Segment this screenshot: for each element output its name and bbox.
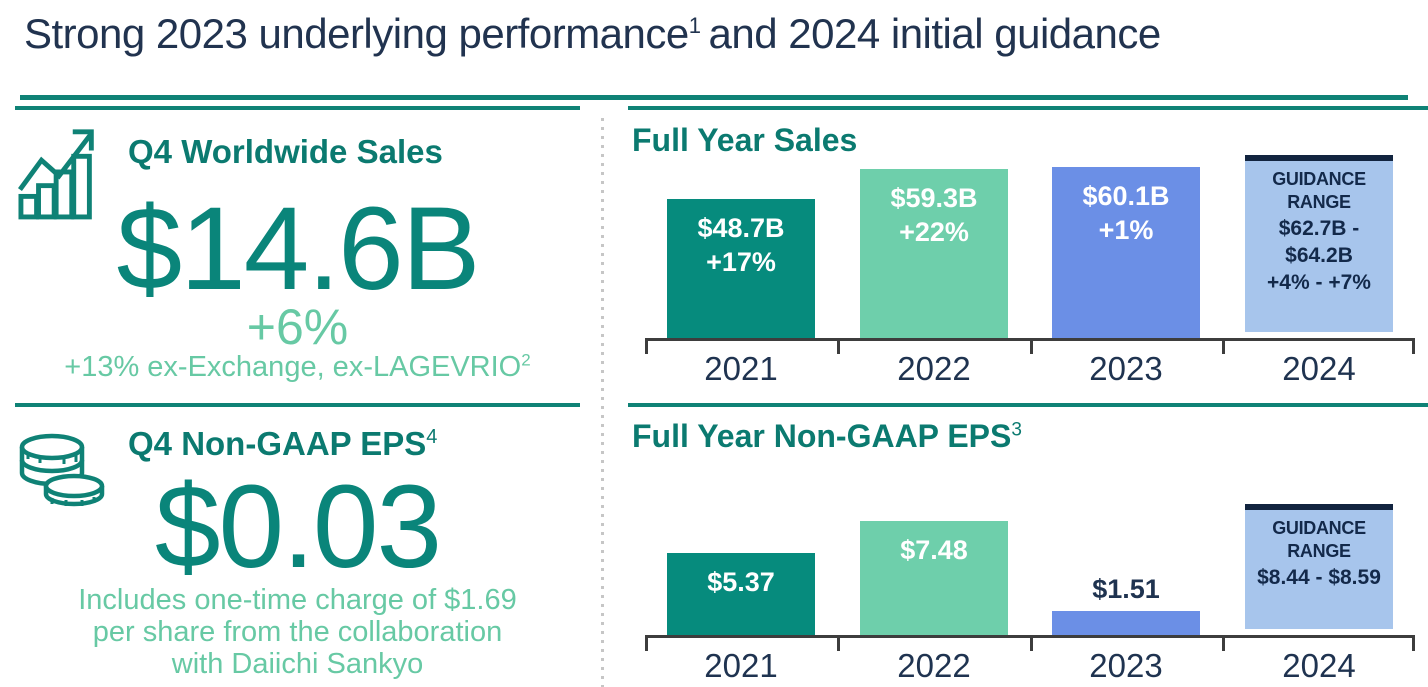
axis-tick (1030, 638, 1033, 651)
page-title-text: Strong 2023 underlying performance (24, 10, 689, 57)
eps-card-note-line1: Includes one-time charge of $1.69 (78, 584, 517, 616)
eps-card-heading: Q4 Non-GAAP EPS4 (128, 425, 437, 463)
sales-card-heading: Q4 Worldwide Sales (128, 133, 443, 170)
sales-bar-2024-guidance: GUIDANCE RANGE $62.7B - $64.2B +4% - +7% (1245, 155, 1393, 332)
sales-bar-2022-change: +22% (899, 216, 969, 247)
eps-bar-2021: $5.37 (667, 553, 815, 635)
sales-guidance-range: $62.7B - $64.2B (1278, 216, 1360, 268)
eps-chart-title-text: Full Year Non-GAAP EPS (632, 418, 1012, 454)
axis-tick (1222, 341, 1225, 354)
eps-bar-2022-value: $7.48 (900, 535, 968, 565)
eps-chart-title: Full Year Non-GAAP EPS3 (632, 418, 1022, 455)
sales-card-change: +6% (246, 299, 349, 355)
axis-tick (645, 341, 648, 354)
eps-card-note-line2: per share from the collaboration (92, 616, 503, 648)
sales-bar-2021-change: +17% (706, 246, 776, 277)
eps-bar-2022: $7.48 (860, 521, 1008, 635)
eps-card-value: $0.03 (154, 461, 442, 593)
eps-card-note-line3: with Daiichi Sankyo (171, 648, 424, 680)
sales-card-note-footnote: 2 (521, 350, 531, 370)
sales-card-divider (15, 106, 580, 110)
page-title: Strong 2023 underlying performance1 and 2… (24, 10, 1161, 58)
eps-guidance-header: GUIDANCE RANGE (1272, 518, 1366, 562)
sales-guidance-label: GUIDANCE RANGE $62.7B - $64.2B +4% - +7% (1245, 161, 1393, 297)
sales-guidance-change: +4% - +7% (1267, 271, 1371, 295)
eps-x-label-2022: 2022 (897, 647, 971, 684)
axis-tick (645, 638, 648, 651)
eps-x-label-2023: 2023 (1089, 647, 1163, 684)
eps-chart-title-footnote: 3 (1011, 419, 1022, 441)
sales-bar-2023-label: $60.1B +1% (1052, 167, 1200, 248)
sales-bar-2023-value: $60.1B (1082, 181, 1170, 211)
title-divider (20, 95, 1408, 100)
sales-bar-2022-label: $59.3B +22% (860, 169, 1008, 250)
sales-x-label-2024: 2024 (1282, 350, 1356, 387)
eps-bar-2023-label: $1.51 (1092, 574, 1160, 604)
eps-guidance-range: $8.44 - $8.59 (1257, 565, 1381, 589)
axis-tick (837, 341, 840, 354)
eps-card-heading-footnote: 4 (426, 426, 438, 448)
coins-icon (19, 433, 105, 507)
axis-tick (1030, 341, 1033, 354)
axis-tick (1412, 638, 1415, 651)
page-title-footnote: 1 (688, 13, 701, 38)
eps-bar-2022-label: $7.48 (860, 521, 1008, 568)
sales-x-label-2021: 2021 (704, 350, 778, 387)
sales-bar-2023: $60.1B +1% (1052, 167, 1200, 338)
sales-bar-2023-change: +1% (1098, 214, 1154, 245)
eps-bar-2021-label: $5.37 (667, 553, 815, 600)
eps-x-label-2021: 2021 (704, 647, 778, 684)
sales-card-note-text: +13% ex-Exchange, ex-LAGEVRIO (64, 351, 522, 383)
sales-guidance-header: GUIDANCE RANGE (1272, 169, 1366, 213)
page-title-text-2: and 2024 initial guidance (708, 10, 1162, 57)
sales-bar-2022-value: $59.3B (890, 183, 978, 213)
sales-x-label-2023: 2023 (1089, 350, 1163, 387)
sales-card-note: +13% ex-Exchange, ex-LAGEVRIO2 (15, 350, 580, 383)
sales-card-value: $14.6B (116, 183, 481, 315)
eps-bar-2021-value: $5.37 (707, 567, 775, 597)
axis-tick (837, 638, 840, 651)
sales-x-label-2022: 2022 (897, 350, 971, 387)
eps-chart-divider (628, 403, 1428, 407)
sales-bar-2022: $59.3B +22% (860, 169, 1008, 338)
sales-bar-2021: $48.7B +17% (667, 199, 815, 338)
eps-card-heading-text: Q4 Non-GAAP EPS (128, 425, 427, 462)
sales-chart-divider (628, 106, 1428, 110)
sales-chart-x-axis (645, 338, 1415, 354)
eps-card-note: Includes one-time charge of $1.69 per sh… (15, 586, 580, 682)
sales-chart-title: Full Year Sales (632, 122, 858, 158)
eps-x-label-2024: 2024 (1282, 647, 1356, 684)
eps-card-divider (15, 403, 580, 407)
axis-tick (1412, 341, 1415, 354)
trend-chart-icon (18, 129, 94, 220)
eps-bar-2024-guidance: GUIDANCE RANGE $8.44 - $8.59 (1245, 504, 1393, 629)
column-divider (601, 118, 604, 687)
eps-chart-x-axis (645, 635, 1415, 651)
sales-bar-2021-label: $48.7B +17% (667, 199, 815, 280)
axis-tick (1222, 638, 1225, 651)
sales-bar-2021-value: $48.7B (697, 213, 785, 243)
eps-guidance-label: GUIDANCE RANGE $8.44 - $8.59 (1245, 510, 1393, 591)
eps-bar-2023 (1052, 611, 1200, 635)
